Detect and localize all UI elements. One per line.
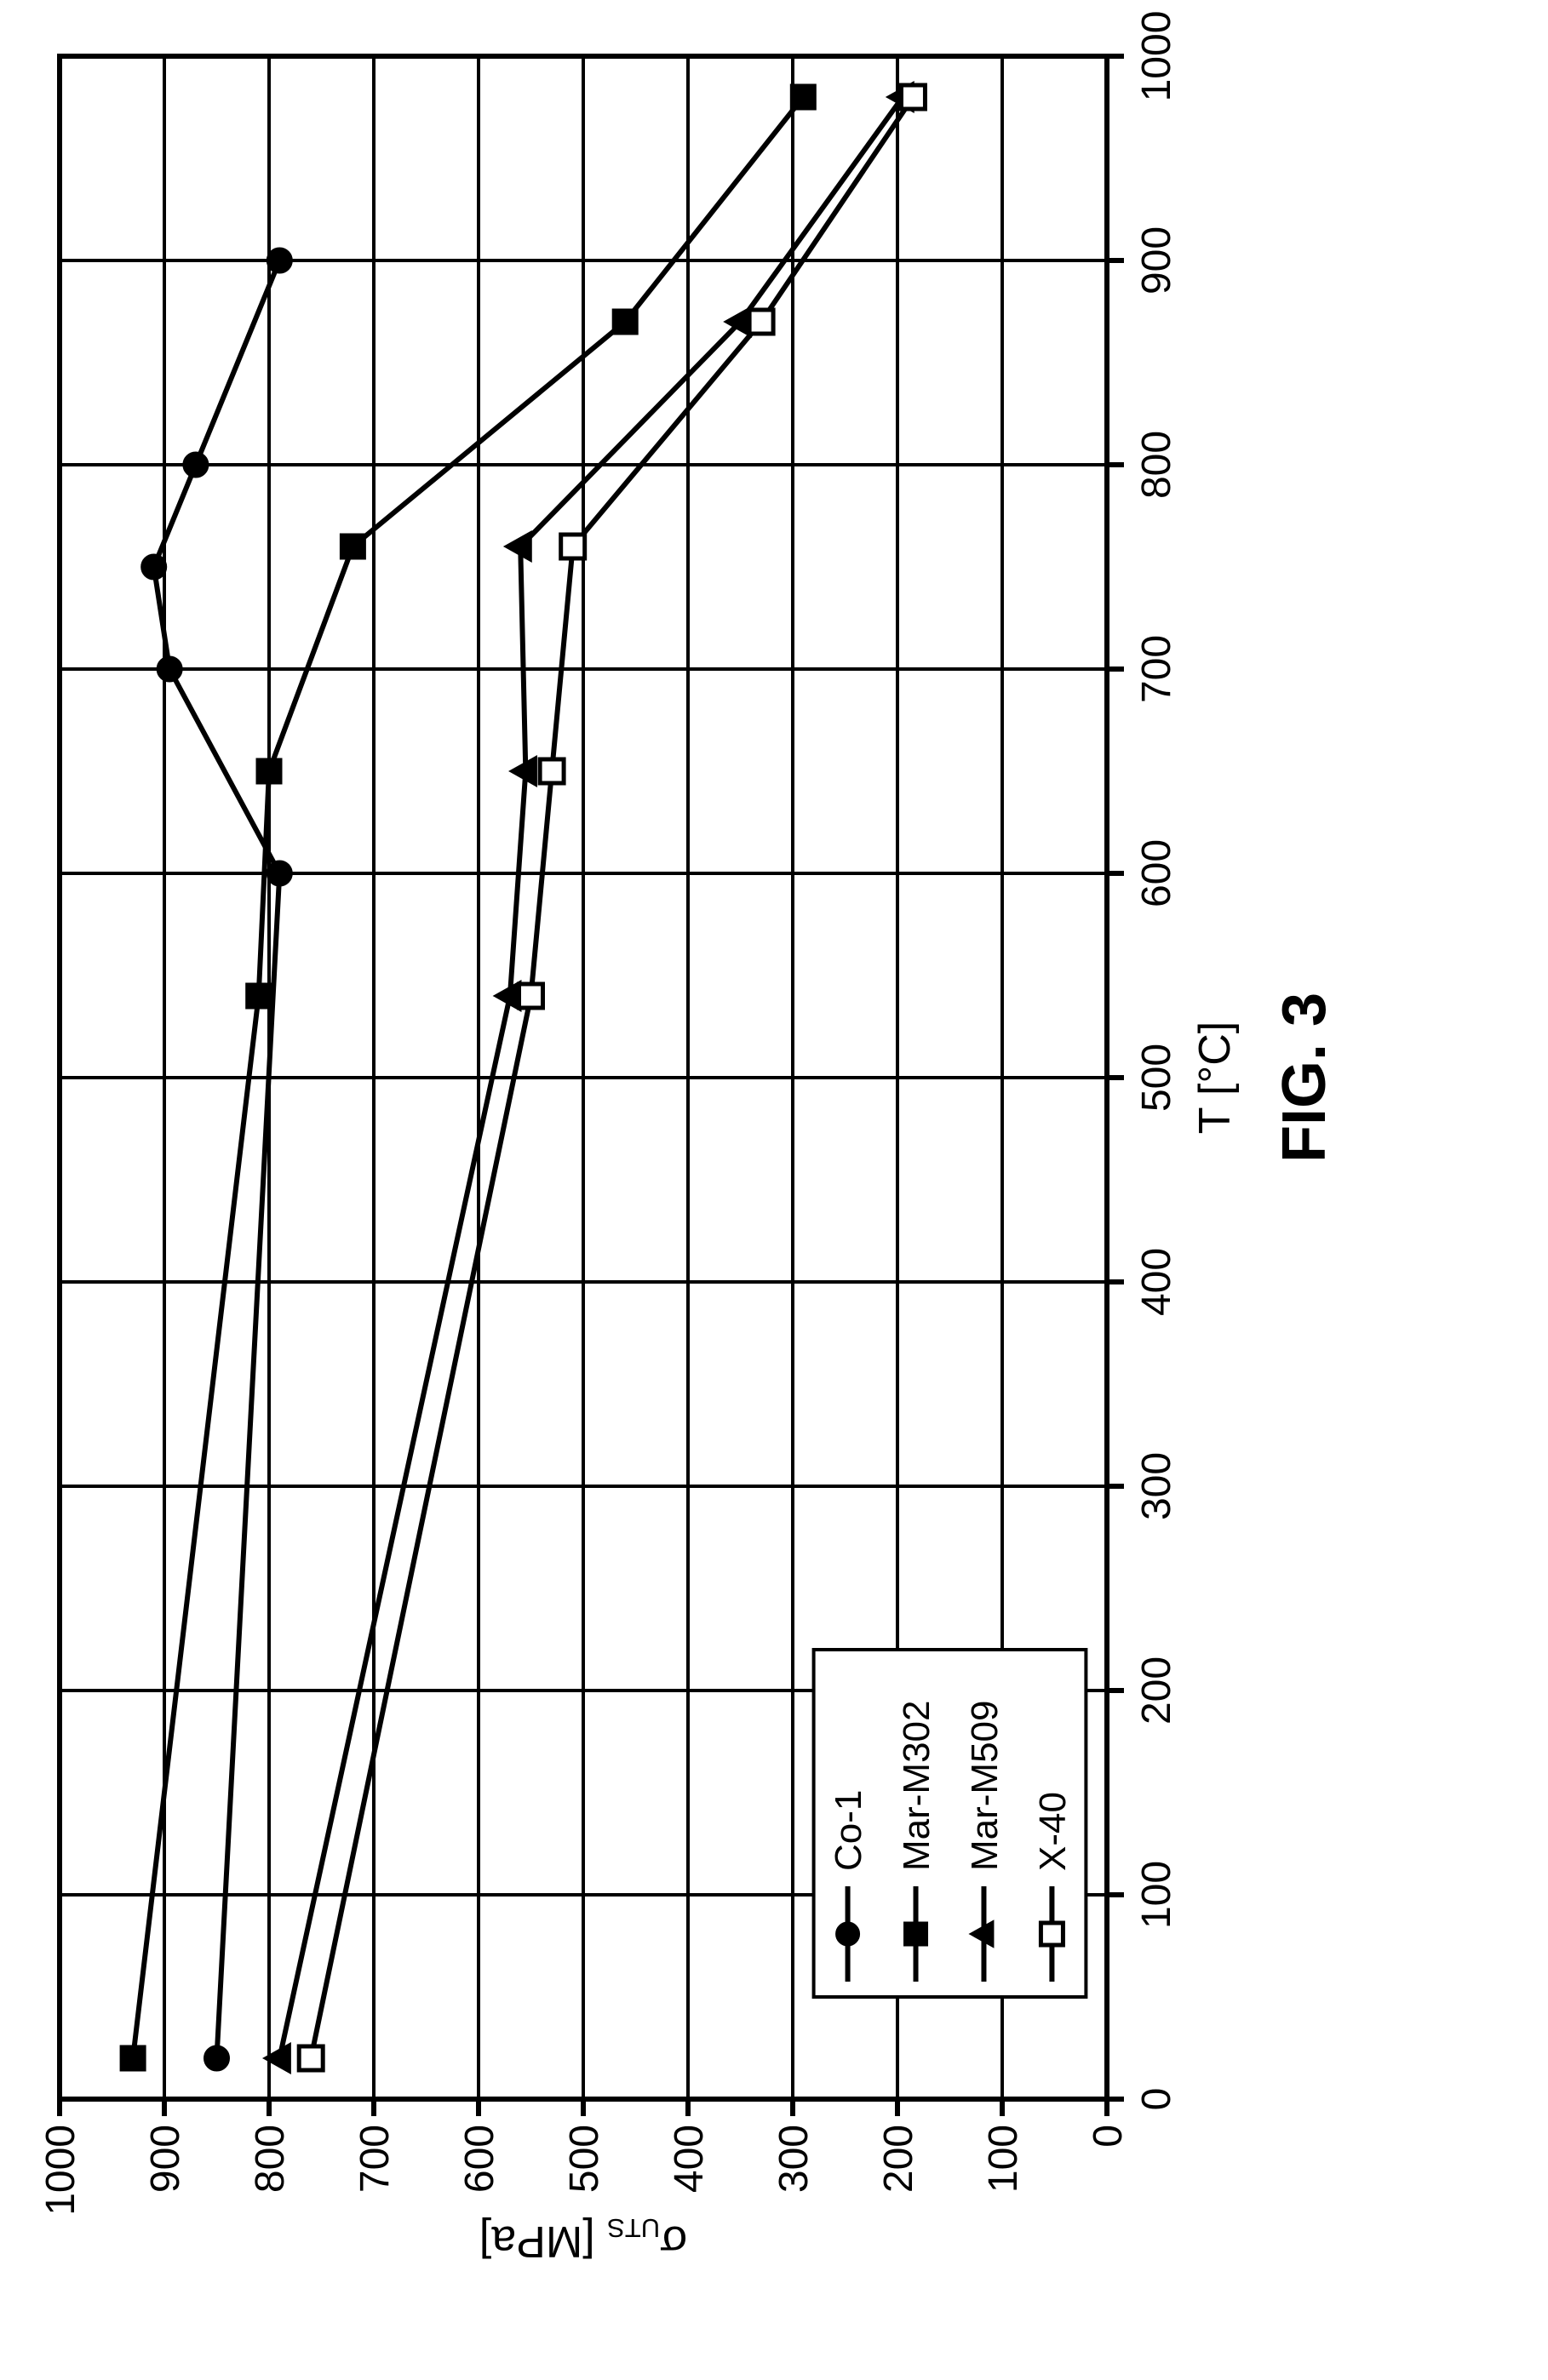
data-point: [267, 249, 291, 272]
x-tick-label: 300: [1134, 1452, 1179, 1520]
y-tick-label: 200: [876, 2125, 921, 2193]
x-tick-label: 100: [1134, 1861, 1179, 1929]
y-tick-label: 1000: [38, 2125, 83, 2216]
y-tick-label: 900: [143, 2125, 188, 2193]
data-point: [540, 759, 564, 783]
data-point: [341, 535, 364, 558]
data-point: [205, 2046, 229, 2070]
x-tick-label: 800: [1134, 431, 1179, 499]
legend-label: X-40: [1032, 1792, 1074, 1871]
data-point: [142, 555, 166, 579]
y-tick-label: 100: [981, 2125, 1026, 2193]
legend: Co-1 Mar-M302 Mar-M509 X-40: [814, 1650, 1086, 1997]
data-point: [561, 535, 585, 558]
x-tick-label: 1000: [1134, 11, 1179, 102]
x-tick-label: 200: [1134, 1656, 1179, 1725]
x-tick-label: 700: [1134, 635, 1179, 703]
y-tick-label: 300: [771, 2125, 817, 2193]
legend-marker: [1041, 1923, 1063, 1945]
data-point: [749, 310, 773, 334]
figure-caption: FIG. 3: [1270, 993, 1339, 1163]
data-point: [299, 2046, 323, 2070]
data-point: [247, 984, 271, 1008]
x-tick-label: 500: [1134, 1044, 1179, 1112]
x-tick-label: 400: [1134, 1248, 1179, 1316]
legend-label: Mar-M302: [896, 1701, 937, 1872]
data-point: [121, 2046, 145, 2070]
legend-marker: [837, 1923, 859, 1945]
data-point: [257, 759, 281, 783]
y-tick-label: 700: [353, 2125, 398, 2193]
y-tick-label: 500: [562, 2125, 607, 2193]
y-tick-label: 800: [248, 2125, 293, 2193]
data-point: [901, 85, 925, 109]
data-point: [791, 85, 815, 109]
x-tick-label: 600: [1134, 839, 1179, 907]
y-tick-label: 400: [667, 2125, 712, 2193]
y-tick-label: 600: [457, 2125, 502, 2193]
data-point: [613, 310, 637, 334]
x-tick-label: 0: [1134, 2088, 1179, 2111]
legend-label: Co-1: [828, 1790, 869, 1871]
data-point: [158, 657, 181, 681]
legend-marker: [905, 1923, 927, 1945]
data-point: [267, 861, 291, 885]
figure-container: 0 100 200 300 400 500 600 700 800 900 1000 0 100 200 3…: [0, 0, 1548, 2380]
y-tick-label: 0: [1086, 2125, 1131, 2148]
data-point: [184, 453, 208, 477]
legend-label: Mar-M509: [964, 1701, 1006, 1872]
x-axis-label: T [°C]: [1190, 1021, 1240, 1135]
chart-bg: [0, 0, 1548, 2380]
data-point: [519, 984, 543, 1008]
chart-svg: 0 100 200 300 400 500 600 700 800 900 1000 0 100 200 3…: [0, 0, 1548, 2380]
x-tick-label: 900: [1134, 226, 1179, 295]
